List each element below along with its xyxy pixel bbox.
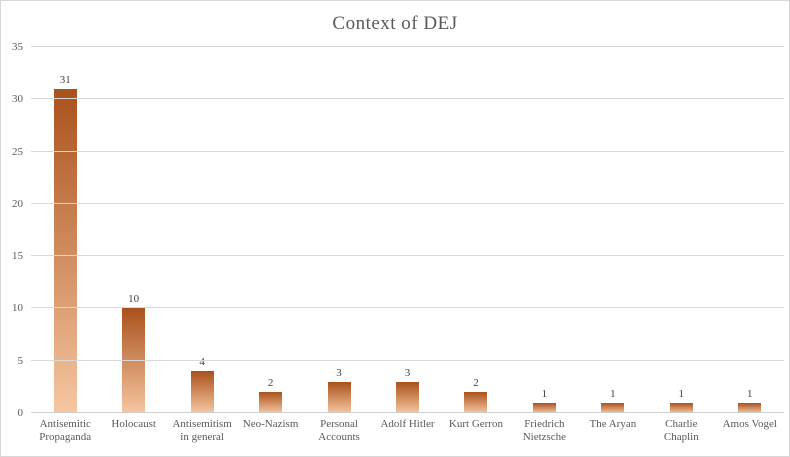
bar-value-label: 2 bbox=[473, 377, 479, 390]
y-tick-label: 0 bbox=[17, 407, 24, 419]
bar-value-label: 1 bbox=[678, 387, 685, 400]
category-label: The Aryan bbox=[589, 418, 637, 430]
bar bbox=[738, 402, 762, 413]
bar bbox=[327, 381, 351, 413]
bar-value-label: 10 bbox=[128, 293, 140, 306]
bars-row: 31 10 4 2 3 3 2 1 1 1 1 bbox=[31, 47, 784, 413]
y-tick-label: 30 bbox=[12, 93, 23, 106]
bar-value-label: 1 bbox=[610, 387, 616, 400]
gridline bbox=[31, 359, 784, 361]
category-label: Adolf Hitler bbox=[380, 418, 435, 430]
category-label: Amos Vogel bbox=[722, 418, 777, 430]
gridline bbox=[31, 307, 784, 309]
y-tick-label: 20 bbox=[12, 197, 23, 210]
bar bbox=[259, 392, 283, 413]
bar-value-label: 4 bbox=[199, 356, 205, 369]
bar-column: 1 bbox=[716, 47, 784, 413]
bar bbox=[532, 402, 556, 413]
bar-column: 31 bbox=[31, 47, 99, 413]
category-label: Antisemitic Propaganda bbox=[39, 418, 92, 443]
bar-value-label: 3 bbox=[404, 366, 411, 379]
bar bbox=[190, 371, 214, 413]
category-label: Charlie Chaplin bbox=[663, 418, 699, 443]
x-axis-labels: Antisemitic Propaganda Holocaust Antisemit… bbox=[31, 418, 784, 444]
x-axis-line bbox=[31, 412, 784, 413]
gridline bbox=[31, 46, 784, 47]
bar-column: 1 bbox=[579, 47, 647, 413]
bar-value-label: 2 bbox=[267, 377, 274, 390]
bar-column: 10 bbox=[99, 47, 167, 413]
y-tick-label: 15 bbox=[12, 250, 23, 263]
bar-column: 1 bbox=[510, 47, 578, 413]
category-label: Kurt Gerron bbox=[448, 418, 503, 430]
bar-column: 1 bbox=[647, 47, 715, 413]
bar bbox=[464, 392, 488, 413]
category-label: Neo-Nazism bbox=[242, 418, 299, 430]
bar-value-label: 1 bbox=[541, 387, 548, 400]
bar-column: 2 bbox=[236, 47, 304, 413]
bar-value-label: 3 bbox=[336, 366, 342, 379]
bar bbox=[601, 402, 625, 413]
y-tick-label: 5 bbox=[17, 354, 24, 367]
bar bbox=[53, 88, 77, 413]
category-label: Friedrich Nietzsche bbox=[522, 418, 567, 443]
plot-area: 31 10 4 2 3 3 2 1 1 1 1 bbox=[31, 46, 784, 413]
bar-value-label: 31 bbox=[59, 73, 71, 86]
bar bbox=[669, 402, 693, 413]
chart-title: Context of DEJ bbox=[332, 13, 458, 34]
y-tick-label: 25 bbox=[12, 145, 23, 158]
category-label: Antisemitism in general bbox=[172, 418, 232, 443]
bar bbox=[122, 308, 146, 413]
y-axis: 0 5 10 15 20 25 30 35 bbox=[1, 41, 24, 419]
gridline bbox=[31, 255, 784, 257]
bar-column: 3 bbox=[305, 47, 373, 413]
bar-column: 2 bbox=[442, 47, 510, 413]
bar-column: 4 bbox=[168, 47, 236, 413]
gridline bbox=[31, 150, 784, 152]
y-tick-label: 35 bbox=[12, 41, 23, 53]
gridline bbox=[31, 98, 784, 100]
category-label: Holocaust bbox=[111, 418, 156, 430]
category-label: Personal Accounts bbox=[318, 418, 360, 443]
y-tick-label: 10 bbox=[12, 302, 23, 315]
gridline bbox=[31, 202, 784, 204]
bar bbox=[395, 381, 419, 413]
bar-column: 3 bbox=[373, 47, 441, 413]
bar-value-label: 1 bbox=[747, 387, 753, 400]
